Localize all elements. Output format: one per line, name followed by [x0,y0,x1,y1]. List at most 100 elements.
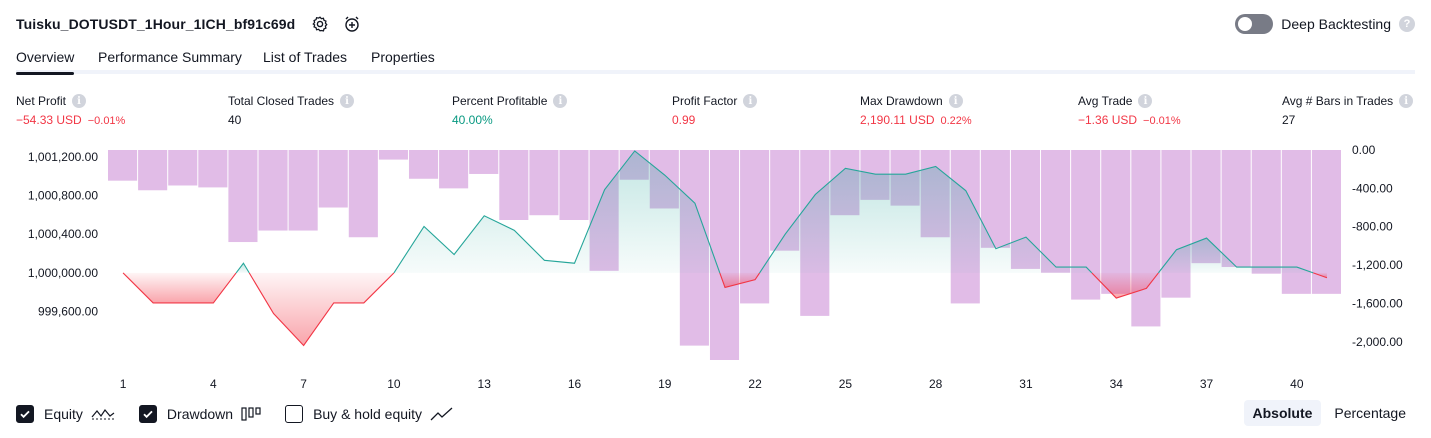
absolute-button[interactable]: Absolute [1243,400,1322,426]
drawdown-bar [559,150,589,220]
equity-area-positive [759,166,1092,273]
equity-area-negative [249,272,394,346]
x-tick-label: 4 [210,377,217,391]
tab-properties[interactable]: Properties [371,49,435,65]
buy-hold-checkbox[interactable] [285,405,304,423]
info-icon[interactable]: i [553,94,568,108]
right-tick-label: -2,000.00 [1352,335,1403,349]
right-tick-label: -1,600.00 [1352,296,1403,310]
left-tick-label: 1,000,800.00 [28,188,98,202]
legend-drawdown[interactable]: Drawdown [138,405,261,423]
equity-line-negative [122,272,237,304]
drawdown-bar [1161,150,1191,298]
max-drawdown-pct: 0.22% [940,115,972,127]
strategy-title: Tuisku_DOTUSDT_1Hour_1ICH_bf91c69d [16,16,296,32]
equity-line-negative [248,272,395,347]
drawdown-bar [1221,150,1251,267]
net-profit-pct: −0.01% [87,115,126,127]
net-profit-value: −54.33 USD [16,113,82,127]
stat-label: Avg # Bars in Trades [1282,94,1394,108]
info-icon[interactable]: i [948,94,963,108]
total-closed-trades-value: 40 [228,113,242,127]
drawdown-bar [439,150,469,189]
gear-icon[interactable] [309,13,331,35]
header: Tuisku_DOTUSDT_1Hour_1ICH_bf91c69d [16,12,363,36]
equity-area-negative [719,272,760,288]
percentage-button[interactable]: Percentage [1334,405,1406,421]
stat-avg-trade: Avg Trade i −1.36 USD −0.01% [1078,93,1181,127]
legend-buy-hold[interactable]: Buy & hold equity [285,405,454,423]
equity-line-positive [1157,237,1314,274]
equity-area [123,150,1327,346]
drawdown-label: Drawdown [166,406,234,422]
tab-performance-summary[interactable]: Performance Summary [98,49,242,65]
equity-area-positive [236,263,250,273]
info-icon[interactable]: i [1138,94,1153,108]
drawdown-bar [1041,150,1071,273]
x-tick-label: 22 [748,377,762,391]
tab-overview[interactable]: Overview [16,49,75,75]
question-icon[interactable]: ? [1399,16,1415,32]
stat-label: Net Profit [16,94,67,108]
info-icon[interactable]: i [72,94,87,108]
drawdown-bar [469,150,499,174]
avg-trade-pct: −0.01% [1143,115,1181,127]
drawdown-bar [1101,150,1131,294]
info-icon[interactable]: i [340,94,355,108]
equity-line-positive [393,150,721,274]
equity-line-negative [1313,272,1328,279]
x-tick-label: 16 [568,377,582,391]
left-tick-label: 999,600.00 [38,305,98,319]
equity-area-positive [1158,238,1314,273]
right-tick-label: -800.00 [1352,220,1393,234]
stat-value: −1.36 USD −0.01% [1078,113,1181,127]
equity-drawdown-chart[interactable]: 1,001,200.00 1,000,800.00 1,000,400.00 1,00… [0,140,1431,398]
stat-profit-factor: Profit Factor i 0.99 [672,93,758,127]
right-axis: 0.00 -400.00 -800.00 -1,200.00 -1,600.00 -2,0… [1352,143,1403,349]
deep-backtesting-label: Deep Backtesting [1281,16,1391,32]
drawdown-bar [408,150,439,179]
drawdown-bar [1131,150,1161,327]
equity-line-positive [235,262,250,274]
equity-line-negative [1091,272,1159,299]
stat-avg-bars: Avg # Bars in Trades i 27 [1282,93,1414,127]
deep-backtesting-toggle[interactable] [1235,14,1274,34]
stat-label: Percent Profitable [452,94,548,108]
tab-list-of-trades[interactable]: List of Trades [263,49,348,65]
x-tick-label: 13 [478,377,492,391]
right-tick-label: -1,200.00 [1352,258,1403,272]
x-tick-label: 40 [1290,377,1304,391]
drawdown-bar [378,150,408,160]
alarm-clock-plus-icon[interactable] [341,13,363,35]
legend-equity[interactable]: Equity [16,405,115,423]
equity-checkbox[interactable] [16,405,34,423]
avg-trade-value: −1.36 USD [1078,113,1138,127]
info-icon[interactable]: i [1399,94,1414,108]
drawdown-bar [529,150,559,216]
equity-line-icon [91,407,115,421]
drawdown-bar [288,150,318,231]
stat-value: 2,190.11 USD 0.22% [860,113,972,127]
info-icon[interactable]: i [743,94,758,108]
drawdown-bar [1311,150,1341,294]
stat-max-drawdown: Max Drawdown i 2,190.11 USD 0.22% [860,93,972,127]
right-tick-label: -400.00 [1352,181,1393,195]
drawdown-bar [228,150,258,243]
toggle-knob [1238,17,1253,31]
stat-label: Total Closed Trades [228,94,335,108]
drawdown-bar [499,150,529,220]
drawdown-bars-icon [241,407,261,421]
scale-mode-switch: Absolute Percentage [1243,400,1416,426]
x-tick-label: 1 [120,377,127,391]
equity-area-negative [1091,272,1159,299]
drawdown-bars [108,150,1341,360]
max-drawdown-value: 2,190.11 USD [860,113,935,127]
drawdown-checkbox[interactable] [138,405,157,423]
deep-backtesting: Deep Backtesting ? [1235,12,1415,36]
equity-area-negative [123,272,237,303]
x-tick-label: 10 [387,377,401,391]
stat-label: Avg Trade [1078,94,1133,108]
x-tick-label: 19 [658,377,672,391]
drawdown-bar [108,150,138,181]
equity-area-positive [393,150,720,273]
